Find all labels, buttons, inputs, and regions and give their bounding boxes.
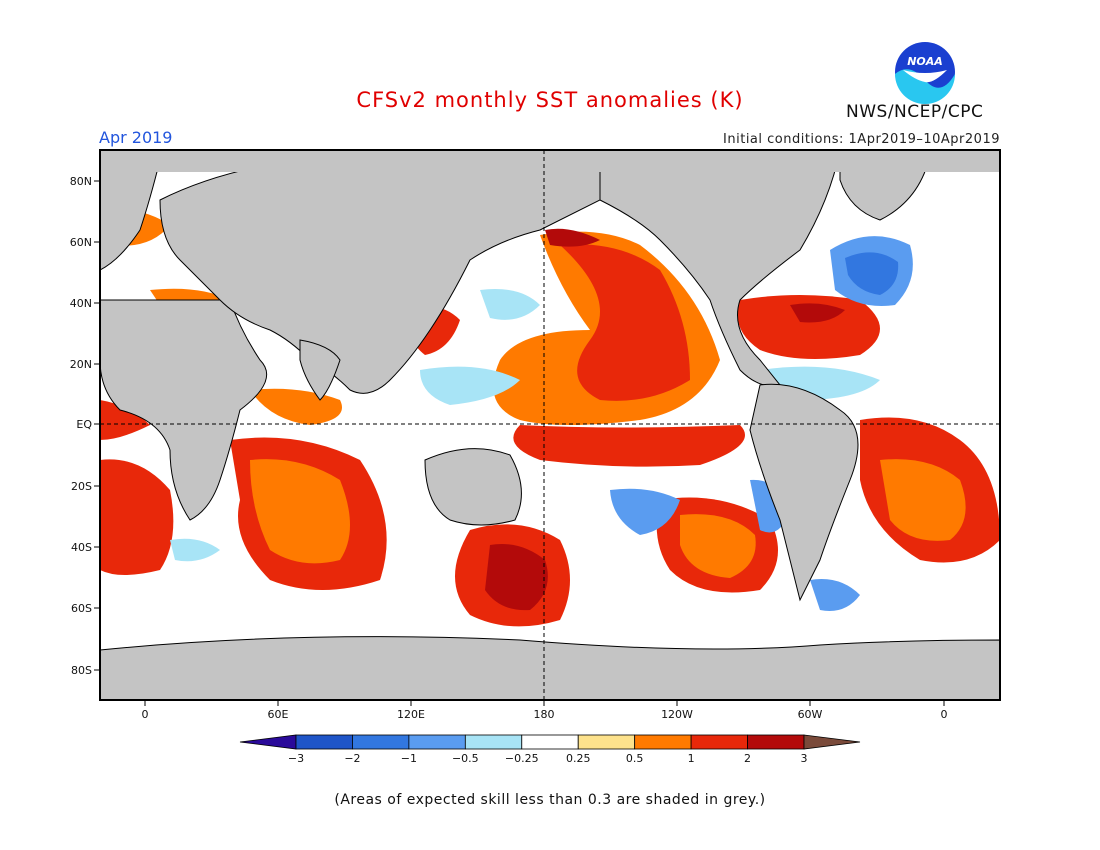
legend-label-2: −2	[344, 752, 360, 765]
lon-label-0: 0	[142, 708, 149, 721]
skill-caption: (Areas of expected skill less than 0.3 a…	[334, 792, 766, 808]
lat-label-7: 60S	[71, 602, 92, 615]
initial-conditions: Initial conditions: 1Apr2019–10Apr2019	[723, 132, 1000, 147]
legend-bin-4	[464, 734, 523, 750]
lon-label-4: 120W	[661, 708, 693, 721]
lat-label-2: 40N	[70, 297, 92, 310]
legend-label-3: −1	[401, 752, 417, 765]
legend-bin-3	[408, 734, 466, 750]
lat-label-8: 80S	[71, 664, 92, 677]
lon-label-6: 0	[941, 708, 948, 721]
map-title: CFSv2 monthly SST anomalies (K)	[356, 88, 744, 112]
lat-label-4: EQ	[76, 418, 92, 431]
longitude-labels: 0 60E 120E 180 120W 60W 0	[142, 700, 948, 721]
lat-label-6: 40S	[71, 541, 92, 554]
legend-label-9: 2	[744, 752, 751, 765]
latitude-labels: 80N 60N 40N 20N EQ 20S 40S 60S 80S	[70, 175, 100, 677]
colorbar-legend: −3 −2 −1 −0.5 −0.25 0.25 0.5 1 2 3	[239, 734, 861, 765]
legend-bin-10	[803, 734, 861, 750]
legend-bin-0	[239, 734, 297, 750]
legend-label-1: −3	[288, 752, 304, 765]
legend-bin-8	[690, 734, 748, 750]
legend-label-7: 0.5	[626, 752, 644, 765]
legend-bin-1	[295, 734, 353, 750]
lat-label-3: 20N	[70, 358, 92, 371]
legend-label-8: 1	[688, 752, 695, 765]
legend-bin-5	[521, 734, 579, 750]
noaa-logo: NOAA	[893, 40, 957, 108]
lat-label-0: 80N	[70, 175, 92, 188]
lon-label-3: 180	[534, 708, 555, 721]
lat-label-5: 20S	[71, 480, 92, 493]
legend-label-6: 0.25	[566, 752, 591, 765]
map-field	[100, 150, 1000, 700]
agency-label: NWS/NCEP/CPC	[846, 102, 984, 122]
legend-bin-9	[747, 734, 805, 750]
map-frame	[99, 149, 1001, 701]
legend-bin-6	[577, 734, 636, 750]
forecast-month: Apr 2019	[99, 128, 173, 147]
legend-bin-2	[352, 734, 410, 750]
lon-label-5: 60W	[798, 708, 823, 721]
legend-bin-7	[634, 734, 692, 750]
lon-label-2: 120E	[397, 708, 425, 721]
logo-text: NOAA	[907, 55, 943, 68]
lat-label-1: 60N	[70, 236, 92, 249]
legend-label-5: −0.25	[505, 752, 539, 765]
legend-label-4: −0.5	[452, 752, 479, 765]
lon-label-1: 60E	[268, 708, 289, 721]
legend-label-10: 3	[801, 752, 808, 765]
